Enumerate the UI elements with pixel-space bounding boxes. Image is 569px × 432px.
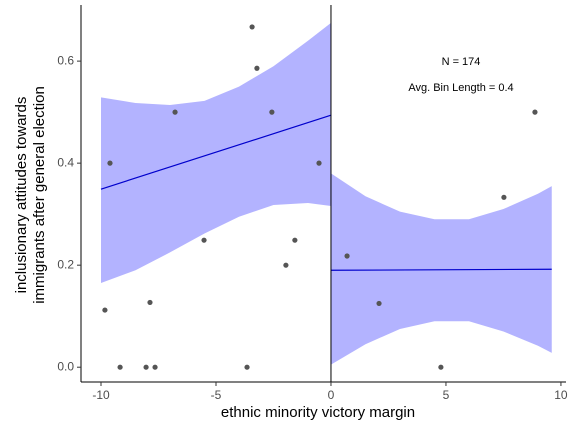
y-axis-title: inclusionary attitudes towards: [13, 97, 30, 294]
x-axis-title: ethnic minority victory margin: [221, 404, 415, 421]
fit-line: [100, 114, 332, 190]
y-tick-label: 0.4: [57, 155, 74, 169]
annotation: N = 174: [442, 56, 481, 68]
point: [152, 364, 158, 370]
point: [316, 160, 322, 166]
point: [501, 194, 507, 200]
point: [438, 364, 444, 370]
x-tick-label: 5: [443, 388, 450, 402]
point: [532, 109, 538, 115]
point: [283, 262, 289, 268]
fit-line: [330, 268, 552, 271]
point: [143, 364, 149, 370]
x-tick-label: -5: [211, 388, 222, 402]
y-axis-title: immigrants after general election: [31, 86, 48, 304]
point: [201, 237, 207, 243]
y-tick-label: 0.2: [57, 257, 74, 271]
annotation: Avg. Bin Length = 0.4: [408, 82, 513, 94]
point: [244, 364, 250, 370]
point: [117, 364, 123, 370]
y-tick-label: 0.6: [57, 53, 74, 67]
point: [344, 253, 350, 259]
confidence-band: [101, 22, 331, 284]
point: [376, 300, 382, 307]
x-tick-label: 0: [328, 388, 335, 402]
y-tick-label: 0.0: [57, 359, 74, 373]
point: [102, 307, 108, 313]
x-tick-label: -10: [92, 388, 110, 402]
point: [147, 299, 153, 306]
point: [249, 24, 255, 30]
confidence-band: [330, 173, 552, 365]
point: [292, 237, 298, 243]
x-tick-label: 10: [554, 388, 568, 402]
point: [254, 65, 260, 71]
point: [107, 160, 113, 166]
point: [269, 109, 275, 115]
point: [172, 109, 178, 115]
